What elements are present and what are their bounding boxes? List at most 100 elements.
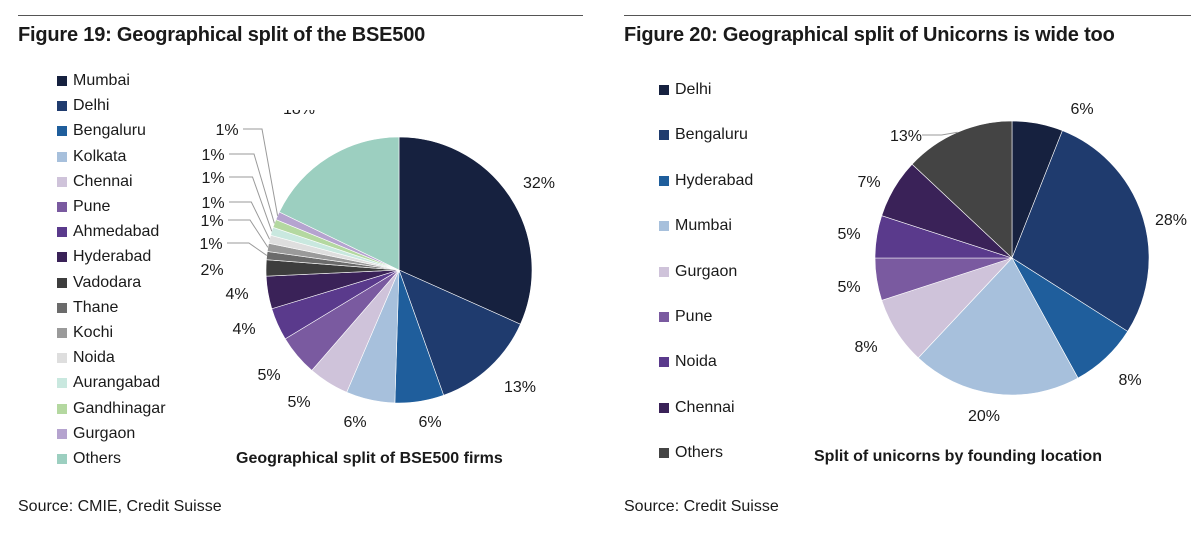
legend-label: Chennai <box>675 398 735 416</box>
data-label-mumbai: 32% <box>523 175 555 192</box>
legend-swatch <box>659 266 669 277</box>
legend-swatch <box>57 277 67 288</box>
pie-chart: 6% 28% 8% 20% 8% 5% 5% 7% 13% <box>837 101 1187 425</box>
leader-line-kochi <box>228 219 269 248</box>
legend-item-delhi: Delhi <box>57 96 109 116</box>
legend-label: Gandhinagar <box>73 399 166 417</box>
legend-swatch <box>57 252 67 263</box>
leader-lines <box>227 128 279 256</box>
legend-item-kolkata: Kolkata <box>57 147 126 167</box>
legend-item-noida: Noida <box>659 352 717 372</box>
legend-swatch <box>57 428 67 439</box>
legend-label: Gurgaon <box>73 424 136 442</box>
data-label-gurgaon: 8% <box>854 339 877 356</box>
legend-label: Pune <box>73 198 111 215</box>
chart-title: Geographical split of BSE500 firms <box>236 450 503 467</box>
data-labels: 6% 28% 8% 20% 8% 5% 5% 7% 13% <box>837 101 1187 425</box>
legend-item-noida: Noida <box>57 348 115 368</box>
pie-slice-bengaluru <box>1011 130 1150 332</box>
legend-swatch <box>659 175 669 186</box>
data-label-bengaluru: 6% <box>418 414 441 431</box>
legend-item-hyderabad: Hyderabad <box>659 171 753 191</box>
data-label-pune: 5% <box>837 279 860 296</box>
legend-swatch <box>659 221 669 232</box>
legend-swatch <box>57 202 67 212</box>
figure-19-panel: Figure 19: Geographical split of the BSE… <box>18 15 583 515</box>
leader-line-aurangabad <box>229 176 273 232</box>
legend-label: Thane <box>73 298 119 316</box>
legend-item-others: Others <box>659 443 723 463</box>
data-label-chennai: 5% <box>287 394 310 411</box>
legend-item-thane: Thane <box>57 298 118 318</box>
legend-item-pune: Pune <box>659 307 712 327</box>
data-label-chennai: 7% <box>857 174 880 191</box>
legend-item-bengaluru: Bengaluru <box>57 121 146 141</box>
legend-label: Mumbai <box>675 217 732 235</box>
legend-swatch <box>57 151 67 162</box>
legend-swatch <box>659 130 669 141</box>
legend-label: Mumbai <box>73 72 130 89</box>
legend-label: Others <box>73 450 122 467</box>
legend-item-others: Others <box>57 449 121 469</box>
pie-slice-delhi <box>398 269 521 396</box>
legend-swatch <box>57 302 67 313</box>
leader-lines <box>922 131 958 136</box>
pie-slice-others <box>278 136 400 271</box>
source-note: Source: CMIE, Credit Suisse <box>18 498 222 515</box>
legend-item-chennai: Chennai <box>659 398 735 418</box>
legend-item-mumbai: Mumbai <box>57 71 130 91</box>
legend-label: Noida <box>675 353 717 371</box>
source-note: Source: Credit Suisse <box>624 498 779 515</box>
figure-title: Figure 19: Geographical split of the BSE… <box>18 24 426 46</box>
legend-label: Bengaluru <box>73 122 146 140</box>
legend-item-gurgaon: Gurgaon <box>659 262 737 282</box>
legend-item-aurangabad: Aurangabad <box>57 373 160 393</box>
legend-label: Delhi <box>73 97 110 115</box>
legend-swatch <box>57 227 67 238</box>
data-label-pune: 5% <box>257 367 280 384</box>
legend-label: Delhi <box>675 81 712 98</box>
legend-swatch <box>57 126 67 137</box>
legend-swatch <box>659 312 669 322</box>
top-rule <box>624 15 1191 16</box>
legend-label: Kolkata <box>73 147 127 165</box>
legend-label: Hyderabad <box>675 171 754 189</box>
legend-swatch <box>57 403 67 414</box>
legend-swatch <box>57 454 67 464</box>
legend-label: Pune <box>675 308 713 325</box>
pie-chart: 32%13%6%6%5%5%4%4%2%1%1%1%1%1%1%18% <box>200 110 555 431</box>
chart-title: Split of unicorns by founding location <box>814 448 1102 465</box>
figure-20-panel: Figure 20: Geographical split of Unicorn… <box>608 0 1200 540</box>
legend-item-bengaluru: Bengaluru <box>659 125 748 145</box>
legend-item-delhi: Delhi <box>659 80 711 100</box>
data-label-kochi: 1% <box>200 213 223 230</box>
data-label-noida: 1% <box>201 195 224 212</box>
legend-swatch <box>57 378 67 389</box>
legend-label: Aurangabad <box>73 374 161 392</box>
leader-line-thane <box>227 242 268 256</box>
legend-label: Vadodara <box>73 273 142 291</box>
top-rule <box>18 15 583 16</box>
legend-item-vadodara: Vadodara <box>57 273 141 293</box>
legend-label: Hyderabad <box>73 248 152 266</box>
legend-swatch <box>659 448 669 459</box>
data-label-bengaluru: 28% <box>1155 212 1187 229</box>
leader-line-others <box>922 131 958 136</box>
leader-line-gandhinagar <box>229 153 275 224</box>
legend-label: Chennai <box>73 172 133 190</box>
legend-label: Bengaluru <box>675 126 748 144</box>
legend-item-ahmedabad: Ahmedabad <box>57 222 159 242</box>
data-label-aurangabad: 1% <box>201 170 224 187</box>
legend-item-gandhinagar: Gandhinagar <box>57 399 166 419</box>
data-label-others: 18% <box>283 110 315 118</box>
figure-title: Figure 20: Geographical split of Unicorn… <box>624 24 1115 46</box>
legend-swatch <box>57 101 67 112</box>
data-label-others: 13% <box>890 128 922 145</box>
legend-item-chennai: Chennai <box>57 172 133 192</box>
legend-swatch <box>659 402 669 413</box>
legend-swatch <box>57 328 67 338</box>
data-label-hyderabad: 4% <box>225 286 248 303</box>
legend-swatch <box>57 353 67 364</box>
legend-item-kochi: Kochi <box>57 323 113 343</box>
data-label-noida: 5% <box>837 226 860 243</box>
